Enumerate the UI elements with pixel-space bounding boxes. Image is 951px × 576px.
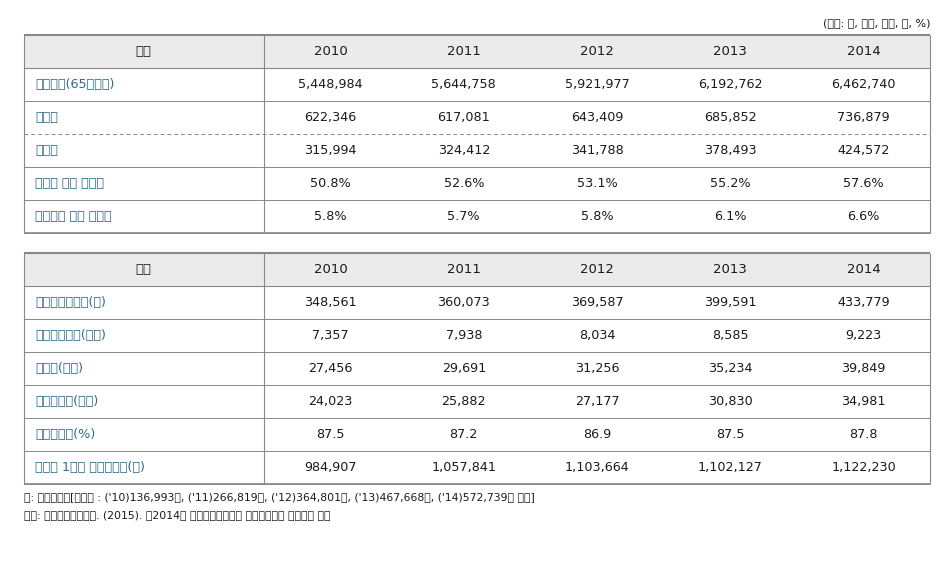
Text: 1,103,664: 1,103,664 (565, 461, 630, 474)
Text: 622,346: 622,346 (304, 111, 357, 124)
Text: 984,907: 984,907 (304, 461, 357, 474)
Text: 2014: 2014 (846, 45, 881, 58)
Text: 인정자: 인정자 (35, 144, 58, 157)
Text: 6,462,740: 6,462,740 (831, 78, 896, 91)
Bar (24, 319, 930, 352)
Text: 1,057,841: 1,057,841 (432, 461, 496, 474)
Text: 2010: 2010 (314, 263, 347, 276)
Text: 433,779: 433,779 (837, 296, 890, 309)
Text: 공단부담금(억원): 공단부담금(억원) (35, 395, 99, 408)
Text: 50.8%: 50.8% (310, 177, 351, 190)
Text: 87.5: 87.5 (317, 428, 345, 441)
Text: 324,412: 324,412 (437, 144, 490, 157)
Text: 348,561: 348,561 (304, 296, 357, 309)
Text: 급여이용수급자(명): 급여이용수급자(명) (35, 296, 107, 309)
Text: 6.1%: 6.1% (714, 210, 747, 223)
Bar (24, 68, 930, 101)
Text: 399,591: 399,591 (704, 296, 756, 309)
Text: 27,456: 27,456 (308, 362, 353, 375)
Text: 24,023: 24,023 (308, 395, 353, 408)
Text: 52.6%: 52.6% (443, 177, 484, 190)
Text: 신청자 대비 인정률: 신청자 대비 인정률 (35, 177, 105, 190)
Text: 57.6%: 57.6% (844, 177, 883, 190)
Text: 5,644,758: 5,644,758 (432, 78, 496, 91)
Bar (24, 253, 930, 286)
Text: 87.5: 87.5 (716, 428, 745, 441)
Text: 5.7%: 5.7% (448, 210, 480, 223)
Bar (24, 167, 930, 200)
Bar (24, 134, 930, 167)
Text: 34,981: 34,981 (842, 395, 885, 408)
Text: 643,409: 643,409 (571, 111, 623, 124)
Text: 2012: 2012 (580, 45, 614, 58)
Text: 685,852: 685,852 (704, 111, 757, 124)
Text: 424,572: 424,572 (837, 144, 889, 157)
Text: 25,882: 25,882 (441, 395, 486, 408)
Bar (24, 385, 930, 418)
Text: 2011: 2011 (447, 45, 480, 58)
Text: 2011: 2011 (447, 263, 480, 276)
Text: 6,192,762: 6,192,762 (698, 78, 763, 91)
Text: 736,879: 736,879 (837, 111, 890, 124)
Text: 2014: 2014 (846, 263, 881, 276)
Text: 87.2: 87.2 (450, 428, 478, 441)
Text: 7,938: 7,938 (445, 329, 482, 342)
Text: 27,177: 27,177 (574, 395, 619, 408)
Text: 9,223: 9,223 (845, 329, 882, 342)
Text: 360,073: 360,073 (437, 296, 490, 309)
Text: 2013: 2013 (713, 263, 747, 276)
Text: 30,830: 30,830 (708, 395, 752, 408)
Text: 2013: 2013 (713, 45, 747, 58)
Text: 8,585: 8,585 (712, 329, 748, 342)
Text: 2010: 2010 (314, 45, 347, 58)
Text: 6.6%: 6.6% (847, 210, 880, 223)
Text: 5.8%: 5.8% (581, 210, 613, 223)
Text: 1,102,127: 1,102,127 (698, 461, 763, 474)
Bar (24, 286, 930, 319)
Text: 5.8%: 5.8% (314, 210, 347, 223)
Text: (단위: 명, 만일, 억원, 원, %): (단위: 명, 만일, 억원, 원, %) (823, 18, 930, 28)
Bar (24, 200, 930, 233)
Bar (24, 451, 930, 484)
Text: 53.1%: 53.1% (576, 177, 617, 190)
Text: 8,034: 8,034 (579, 329, 615, 342)
Text: 87.8: 87.8 (849, 428, 878, 441)
Bar (24, 35, 930, 68)
Text: 39,849: 39,849 (842, 362, 885, 375)
Text: 수급자 1인당 본인부담금(원): 수급자 1인당 본인부담금(원) (35, 461, 146, 474)
Bar (24, 418, 930, 451)
Text: 노인인구 대비 인정률: 노인인구 대비 인정률 (35, 210, 112, 223)
Text: 29,691: 29,691 (441, 362, 486, 375)
Text: 구분: 구분 (136, 263, 152, 276)
Text: 55.2%: 55.2% (710, 177, 750, 190)
Text: 주: 연도말기준[사망자 : ('10)136,993명, ('11)266,819명, ('12)364,801명, ('13)467,668명, ('14): 주: 연도말기준[사망자 : ('10)136,993명, ('11)266,8… (24, 492, 534, 502)
Text: 617,081: 617,081 (437, 111, 490, 124)
Text: 31,256: 31,256 (574, 362, 619, 375)
Text: 35,234: 35,234 (708, 362, 752, 375)
Text: 자료: 국민건강보험공단. (2015). 「2014년 노인장기요양보험 통계연보」에 기초하여 작성: 자료: 국민건강보험공단. (2015). 「2014년 노인장기요양보험 통계… (24, 510, 330, 520)
Text: 1,122,230: 1,122,230 (831, 461, 896, 474)
Text: 급여제공일수(만일): 급여제공일수(만일) (35, 329, 107, 342)
Text: 노인인구(65세이상): 노인인구(65세이상) (35, 78, 114, 91)
Text: 신청자: 신청자 (35, 111, 58, 124)
Text: 급여비(억원): 급여비(억원) (35, 362, 83, 375)
Text: 378,493: 378,493 (704, 144, 757, 157)
Text: 2012: 2012 (580, 263, 614, 276)
Bar (24, 352, 930, 385)
Text: 5,921,977: 5,921,977 (565, 78, 630, 91)
Text: 7,357: 7,357 (312, 329, 349, 342)
Bar (24, 101, 930, 134)
Text: 341,788: 341,788 (571, 144, 624, 157)
Text: 86.9: 86.9 (583, 428, 611, 441)
Text: 369,587: 369,587 (571, 296, 623, 309)
Text: 315,994: 315,994 (304, 144, 357, 157)
Text: 공단부담률(%): 공단부담률(%) (35, 428, 95, 441)
Text: 구분: 구분 (136, 45, 152, 58)
Text: 5,448,984: 5,448,984 (299, 78, 363, 91)
